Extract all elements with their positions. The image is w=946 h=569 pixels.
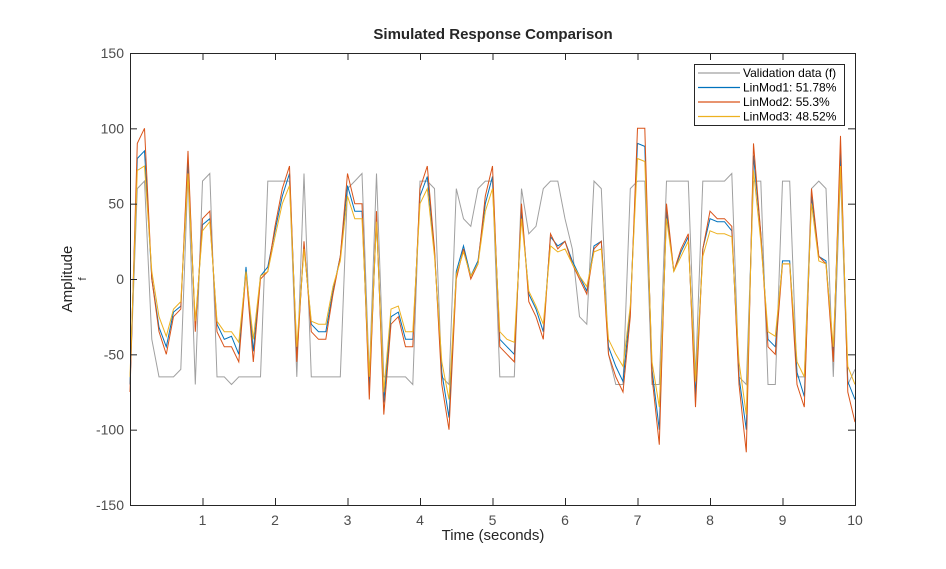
tick-layer: 1 2 3 4 5 6 7 8 9 10 -150 -100 -50 0 50 100 150 xyxy=(96,45,863,528)
series-line-3 xyxy=(129,157,856,415)
y-tick-label: 150 xyxy=(101,45,125,61)
legend-entry-1: LinMod1: 51.78% xyxy=(743,81,837,95)
x-tick-label: 5 xyxy=(489,512,497,528)
x-tick-label: 8 xyxy=(706,512,714,528)
series-layer xyxy=(129,127,856,453)
x-axis-label: Time (seconds) xyxy=(442,527,545,544)
x-tick-label: 3 xyxy=(344,512,352,528)
legend[interactable]: Validation data (f)LinMod1: 51.78%LinMod… xyxy=(694,64,845,126)
legend-entry-2: LinMod2: 55.3% xyxy=(743,95,830,109)
x-tick-label: 10 xyxy=(847,512,863,528)
legend-entry-0: Validation data (f) xyxy=(743,66,836,80)
x-tick-label: 9 xyxy=(779,512,787,528)
legend-box xyxy=(694,64,845,126)
y-axis-sublabel: f xyxy=(77,277,89,281)
y-tick-label: -100 xyxy=(96,422,124,438)
y-axis-label: Amplitude xyxy=(59,246,76,313)
x-tick-label: 4 xyxy=(416,512,424,528)
y-tick-label: -50 xyxy=(104,346,124,362)
chart-title: Simulated Response Comparison xyxy=(373,26,612,43)
y-tick-label: 100 xyxy=(101,120,125,136)
y-tick-label: 50 xyxy=(108,196,124,212)
y-tick-label: -150 xyxy=(96,497,124,513)
x-tick-label: 7 xyxy=(634,512,642,528)
x-tick-label: 6 xyxy=(561,512,569,528)
y-tick-label: 0 xyxy=(116,271,124,287)
legend-entry-3: LinMod3: 48.52% xyxy=(743,110,837,124)
x-tick-label: 1 xyxy=(199,512,207,528)
x-tick-label: 2 xyxy=(271,512,279,528)
